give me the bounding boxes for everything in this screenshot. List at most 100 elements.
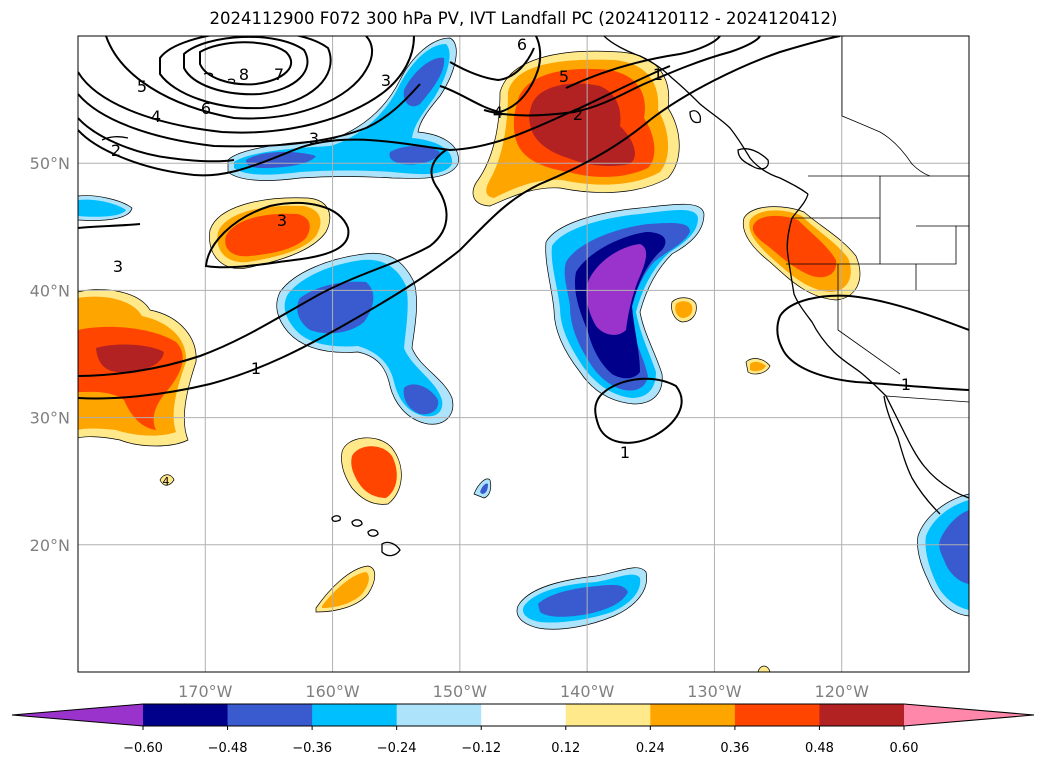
pv-label-6-upper: 6 [517, 35, 527, 54]
colorbar-bin [481, 704, 567, 726]
ivt-positive-region-oregon-coast-core [752, 215, 837, 278]
pv-contour-2-upper [483, 36, 761, 117]
map-panel: 8 7 6 5 4 3 2 1 6 5 4 3 2 3 3 1 1 1 4 17… [30, 35, 970, 701]
hawaii-big-island [381, 541, 401, 557]
colorbar-bin [227, 704, 313, 726]
pv-label-4-upper: 4 [493, 103, 503, 122]
longitude-tick-label: 130°W [687, 682, 742, 701]
alaska-canada-border [841, 36, 931, 177]
longitude-tick-label: 160°W [305, 682, 360, 701]
pv-label-1-california: 1 [901, 375, 911, 394]
longitude-tick-label: 150°W [433, 682, 488, 701]
colorbar-bin [143, 704, 229, 726]
ivt-negative-region-south-core [538, 584, 628, 617]
mexico-border [885, 395, 969, 403]
graticule [78, 36, 969, 672]
pv-label-5-upper: 5 [559, 67, 569, 86]
pv-label-5: 5 [137, 77, 147, 96]
pv-label-4: 4 [151, 107, 161, 126]
pv-contour-1-east [594, 377, 683, 444]
pv-contour-8 [199, 41, 293, 86]
latitude-tick-label: 20°N [30, 536, 70, 555]
map-title: 2024112900 F072 300 hPa PV, IVT Landfall… [209, 9, 838, 28]
longitude-tick-label: 140°W [560, 682, 615, 701]
colorbar-tick-label: −0.60 [123, 741, 163, 756]
colorbar-tick-label: 0.24 [636, 741, 665, 756]
ivt-negative-region-southeast-core [939, 510, 969, 584]
ivt-pc-shading [78, 37, 969, 672]
pv-contour-3-hawaii [204, 202, 350, 269]
colorbar-extend-max [904, 704, 1034, 726]
colorbar-bin [396, 704, 482, 726]
state-borders [786, 176, 969, 375]
colorbar-tick-label: 0.60 [890, 741, 919, 756]
pv-contours [78, 36, 969, 444]
vancouver-island [737, 148, 769, 170]
haida-gwaii [689, 110, 702, 124]
longitude-tick-label: 170°W [178, 682, 233, 701]
latitude-tick-label: 40°N [30, 281, 70, 300]
pv-contour-2-long [78, 65, 671, 177]
latitude-tick-labels: 20°N 30°N 40°N 50°N [30, 154, 70, 555]
pv-label-1-west: 1 [251, 359, 261, 378]
pv-contour-3-canada [565, 36, 721, 89]
pv-contour-labels: 8 7 6 5 4 3 2 1 6 5 4 3 2 3 3 1 1 1 4 [111, 35, 911, 488]
pv-label-3-upper: 3 [381, 71, 391, 90]
ivt-negative-blob-hawaii-east-inner [480, 483, 488, 494]
latitude-tick-label: 50°N [30, 154, 70, 173]
pv-label-3-hawaii: 3 [277, 211, 287, 230]
pv-label-2: 2 [111, 141, 121, 160]
pv-contour-4-west [78, 36, 415, 134]
colorbar-bin [650, 704, 736, 726]
alaska-coastline [603, 36, 809, 195]
ivt-positive-region-south-inner [322, 572, 369, 608]
colorbar-bin [819, 704, 905, 726]
pv-label-1-canada: 1 [653, 65, 663, 84]
pv-contour-3-north [78, 83, 421, 148]
colorbar-extend-min [12, 704, 143, 726]
ivt-positive-region-west-edge-max [96, 344, 164, 373]
pv-contour-1-california [776, 294, 969, 391]
map-frame [77, 35, 970, 673]
pv-label-8: 8 [239, 65, 249, 84]
ivt-positive-blob-1-inner [675, 301, 693, 318]
pv-contour-4-upper [439, 36, 542, 114]
ivt-positive-region-north-pacific-core [225, 213, 310, 257]
ivt-negative-region-alaska-band-core-3 [403, 57, 445, 107]
canada-coast [786, 193, 969, 499]
ivt-positive-region-gulf-of-alaska-max [529, 83, 635, 166]
latitude-tick-label: 30°N [30, 409, 70, 428]
hawaii-maui [367, 529, 379, 537]
longitude-tick-labels: 170°W 160°W 150°W 140°W 130°W 120°W [178, 682, 869, 701]
pv-label-7: 7 [274, 65, 284, 84]
colorbar-tick-label: −0.48 [208, 741, 248, 756]
pv-contour-5-west [105, 36, 373, 120]
ivt-positive-blob-2-inner [750, 361, 766, 372]
ivt-negative-region-central-core-2 [403, 384, 439, 415]
pv-contour-2-west [78, 117, 235, 163]
borders [786, 36, 969, 403]
pv-label-3-west: 3 [113, 257, 123, 276]
ivt-positive-blob-3 [159, 474, 175, 486]
colorbar-tick-label: 0.12 [551, 741, 580, 756]
colorbar: −0.60 −0.48 −0.36 −0.24 −0.12 0.12 0.24 0.36 0.4… [11, 703, 1035, 756]
coastlines [101, 36, 969, 557]
longitude-tick-label: 120°W [815, 682, 870, 701]
pv-label-4-small: 4 [163, 475, 170, 488]
pv-contour-1-south [78, 36, 841, 400]
colorbar-tick-label: −0.24 [377, 741, 417, 756]
colorbar-tick-label: 0.36 [720, 741, 749, 756]
pv-contour-3-west [78, 223, 141, 229]
baja-coast [883, 395, 941, 515]
pv-label-3: 3 [309, 129, 319, 148]
ivt-negative-region-alaska-band-core [246, 151, 316, 168]
hawaii-oahu [351, 519, 363, 527]
pv-label-2-upper: 2 [573, 105, 583, 124]
colorbar-tick-label: 0.48 [805, 741, 834, 756]
pv-label-6: 6 [201, 99, 211, 118]
ivt-positive-region-near-hawaii-inner [351, 446, 397, 498]
ivt-negative-region-west-45n-inner [78, 199, 126, 217]
ivt-negative-region-east-pacific-peak [586, 244, 647, 335]
ivt-negative-region-central-core [297, 281, 374, 334]
